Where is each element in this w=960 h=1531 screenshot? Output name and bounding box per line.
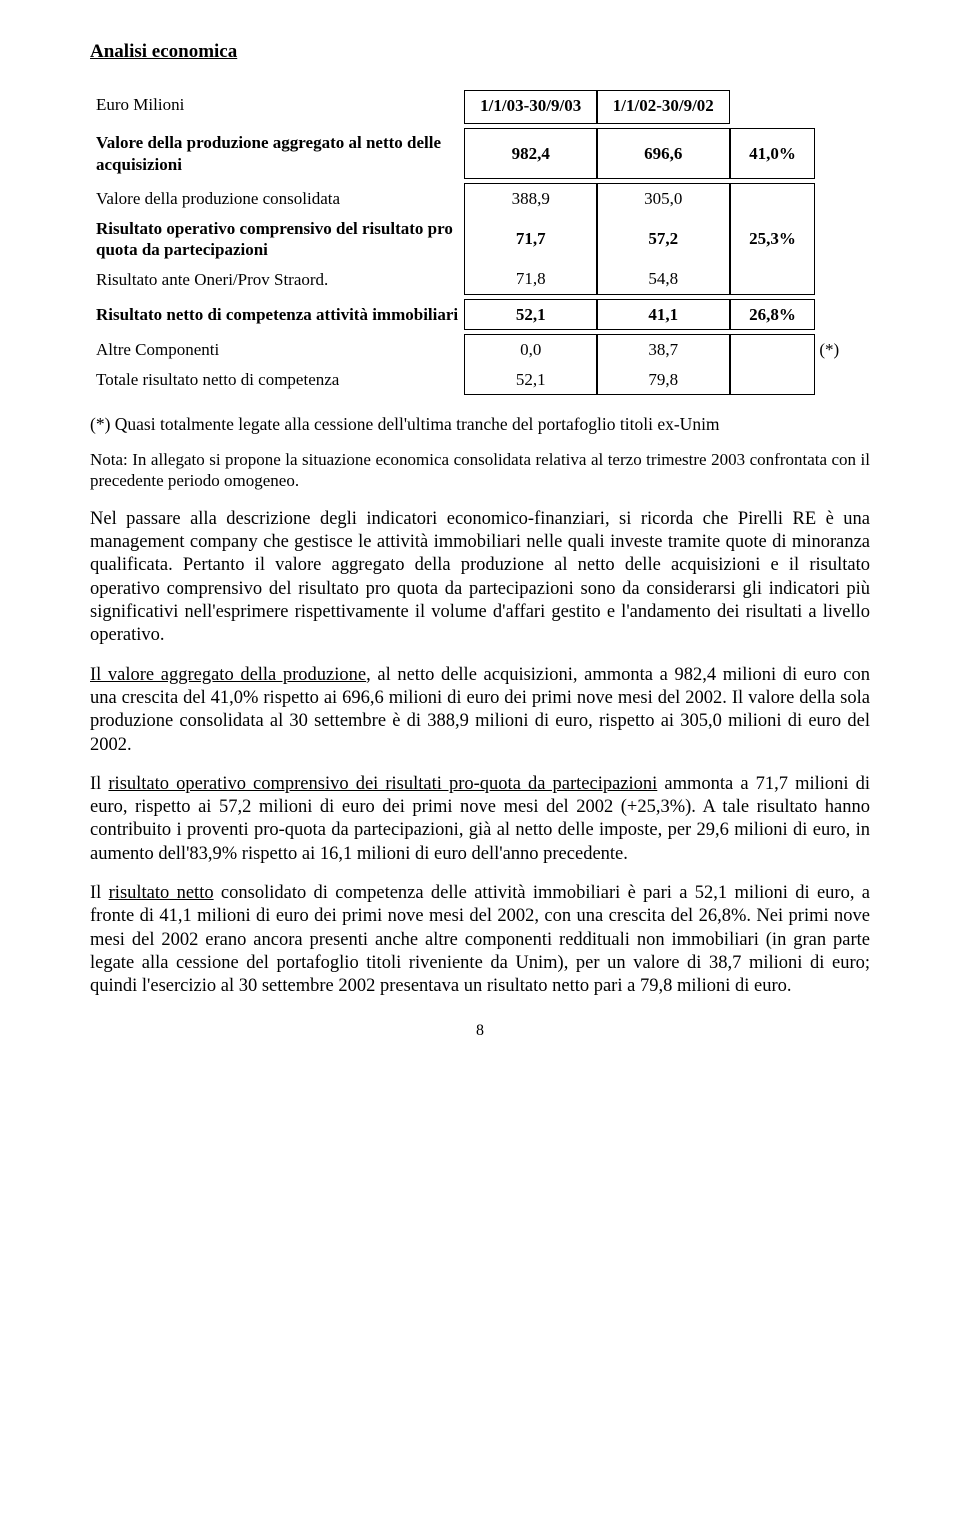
financial-table: Euro Milioni 1/1/03-30/9/03 1/1/02-30/9/… <box>90 90 870 395</box>
table-row: Valore della produzione aggregato al net… <box>90 128 870 179</box>
header-col1: 1/1/03-30/9/03 <box>464 90 597 120</box>
row-label: Risultato netto di competenza attività i… <box>90 299 464 330</box>
page-number: 8 <box>90 1021 870 1041</box>
header-col2: 1/1/02-30/9/02 <box>597 90 730 120</box>
table-row: Risultato netto di competenza attività i… <box>90 299 870 330</box>
row-value: 54,8 <box>597 264 730 294</box>
paragraph-2: Il valore aggregato della produzione, al… <box>90 664 870 757</box>
page-title: Analisi economica <box>90 40 870 64</box>
header-euro-milioni: Euro Milioni <box>90 90 464 120</box>
paragraph-4: Il risultato netto consolidato di compet… <box>90 882 870 998</box>
row-value: 38,7 <box>597 334 730 364</box>
row-value: 41,1 <box>597 299 730 330</box>
table-row: Totale risultato netto di competenza 52,… <box>90 365 870 395</box>
row-note: (*) <box>815 334 870 364</box>
row-value: 79,8 <box>597 365 730 395</box>
row-label: Valore della produzione consolidata <box>90 183 464 213</box>
table-row: Risultato ante Oneri/Prov Straord. 71,8 … <box>90 264 870 294</box>
table-header-row: Euro Milioni 1/1/03-30/9/03 1/1/02-30/9/… <box>90 90 870 120</box>
nota-paragraph: Nota: In allegato si propone la situazio… <box>90 449 870 492</box>
row-label: Valore della produzione aggregato al net… <box>90 128 464 179</box>
row-pct <box>730 183 816 213</box>
para4-pre: Il <box>90 883 109 903</box>
para3-lead: risultato operativo comprensivo dei risu… <box>108 774 657 794</box>
para3-pre: Il <box>90 774 108 794</box>
header-pct-empty <box>730 90 816 120</box>
row-label: Altre Componenti <box>90 334 464 364</box>
footnote: (*) Quasi totalmente legate alla cession… <box>90 413 870 435</box>
row-value: 0,0 <box>464 334 597 364</box>
table-row: Valore della produzione consolidata 388,… <box>90 183 870 213</box>
row-label: Risultato operativo comprensivo del risu… <box>90 214 464 265</box>
row-value: 305,0 <box>597 183 730 213</box>
para4-lead: risultato netto <box>109 883 214 903</box>
para2-lead: Il valore aggregato della produzione <box>90 665 366 685</box>
row-value: 71,8 <box>464 264 597 294</box>
row-pct: 41,0% <box>730 128 816 179</box>
row-value: 982,4 <box>464 128 597 179</box>
row-pct: 26,8% <box>730 299 816 330</box>
row-value: 52,1 <box>464 365 597 395</box>
row-value: 57,2 <box>597 214 730 265</box>
row-label: Totale risultato netto di competenza <box>90 365 464 395</box>
table-row: Altre Componenti 0,0 38,7 (*) <box>90 334 870 364</box>
row-value: 52,1 <box>464 299 597 330</box>
table-row: Risultato operativo comprensivo del risu… <box>90 214 870 265</box>
row-value: 388,9 <box>464 183 597 213</box>
paragraph-3: Il risultato operativo comprensivo dei r… <box>90 773 870 866</box>
row-pct: 25,3% <box>730 214 816 265</box>
row-pct <box>730 264 816 294</box>
paragraph-1: Nel passare alla descrizione degli indic… <box>90 508 870 648</box>
row-value: 696,6 <box>597 128 730 179</box>
row-label: Risultato ante Oneri/Prov Straord. <box>90 264 464 294</box>
row-value: 71,7 <box>464 214 597 265</box>
